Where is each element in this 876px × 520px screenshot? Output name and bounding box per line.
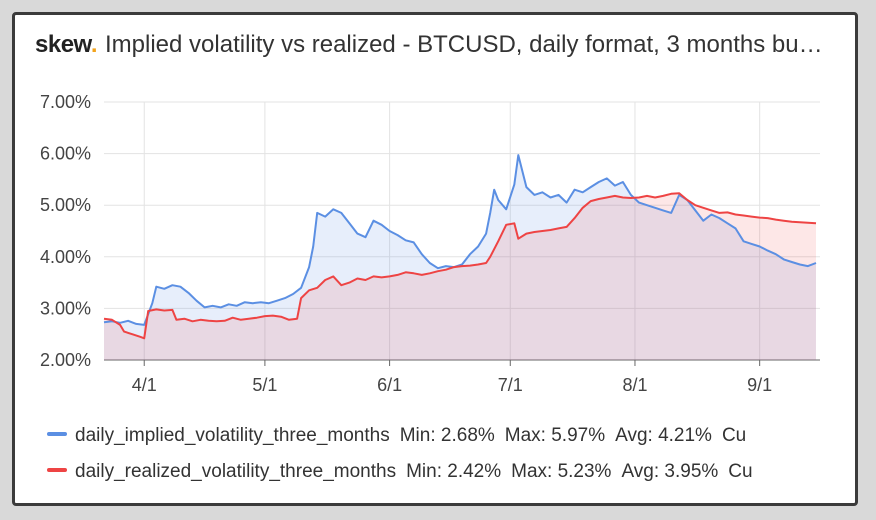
legend-realized[interactable]: daily_realized_volatility_three_months Mi…	[47, 461, 847, 483]
chart-panel: skew. Implied volatility vs realized - B…	[12, 12, 858, 506]
series-line-implied	[103, 154, 817, 326]
legend-implied[interactable]: daily_implied_volatility_three_months Min…	[47, 425, 847, 447]
series-area-implied	[104, 155, 816, 360]
legend-min: Min: 2.68%	[399, 425, 495, 446]
legend-swatch-realized	[47, 467, 67, 472]
legend-current: Cu	[721, 425, 747, 446]
x-tick-label: 9/1	[747, 375, 772, 395]
y-tick-label: 3.00%	[40, 298, 91, 318]
legend-max: Max: 5.23%	[511, 461, 612, 482]
y-tick-label: 7.00%	[40, 92, 91, 112]
legend-series-name: daily_realized_volatility_three_months	[75, 461, 397, 482]
skew-logo: skew.	[35, 31, 98, 59]
legend-series-name: daily_implied_volatility_three_months	[75, 425, 390, 446]
legend-swatch-implied	[47, 431, 67, 436]
x-tick-label: 5/1	[252, 375, 277, 395]
y-tick-label: 5.00%	[40, 195, 91, 215]
series-line-realized	[103, 192, 817, 340]
y-tick-label: 2.00%	[40, 350, 91, 370]
legend-avg: Avg: 4.21%	[615, 425, 712, 446]
legend-min: Min: 2.42%	[406, 461, 502, 482]
volatility-chart: 2.00% 3.00% 4.00% 5.00% 6.00% 7.00% 4/1 5/1 6/1 7…	[40, 92, 820, 395]
x-tick-label: 8/1	[622, 375, 647, 395]
y-tick-label: 4.00%	[40, 247, 91, 267]
x-tick-label: 6/1	[377, 375, 402, 395]
logo-text: skew	[35, 31, 91, 58]
series-area-realized	[104, 193, 816, 360]
x-tick-label: 7/1	[498, 375, 523, 395]
y-tick-label: 6.00%	[40, 144, 91, 164]
x-tick-label: 4/1	[132, 375, 157, 395]
logo-dot: .	[90, 31, 98, 58]
legend-max: Max: 5.97%	[504, 425, 606, 446]
legend-avg: Avg: 3.95%	[621, 461, 719, 482]
legend-current: Cu	[728, 461, 753, 482]
